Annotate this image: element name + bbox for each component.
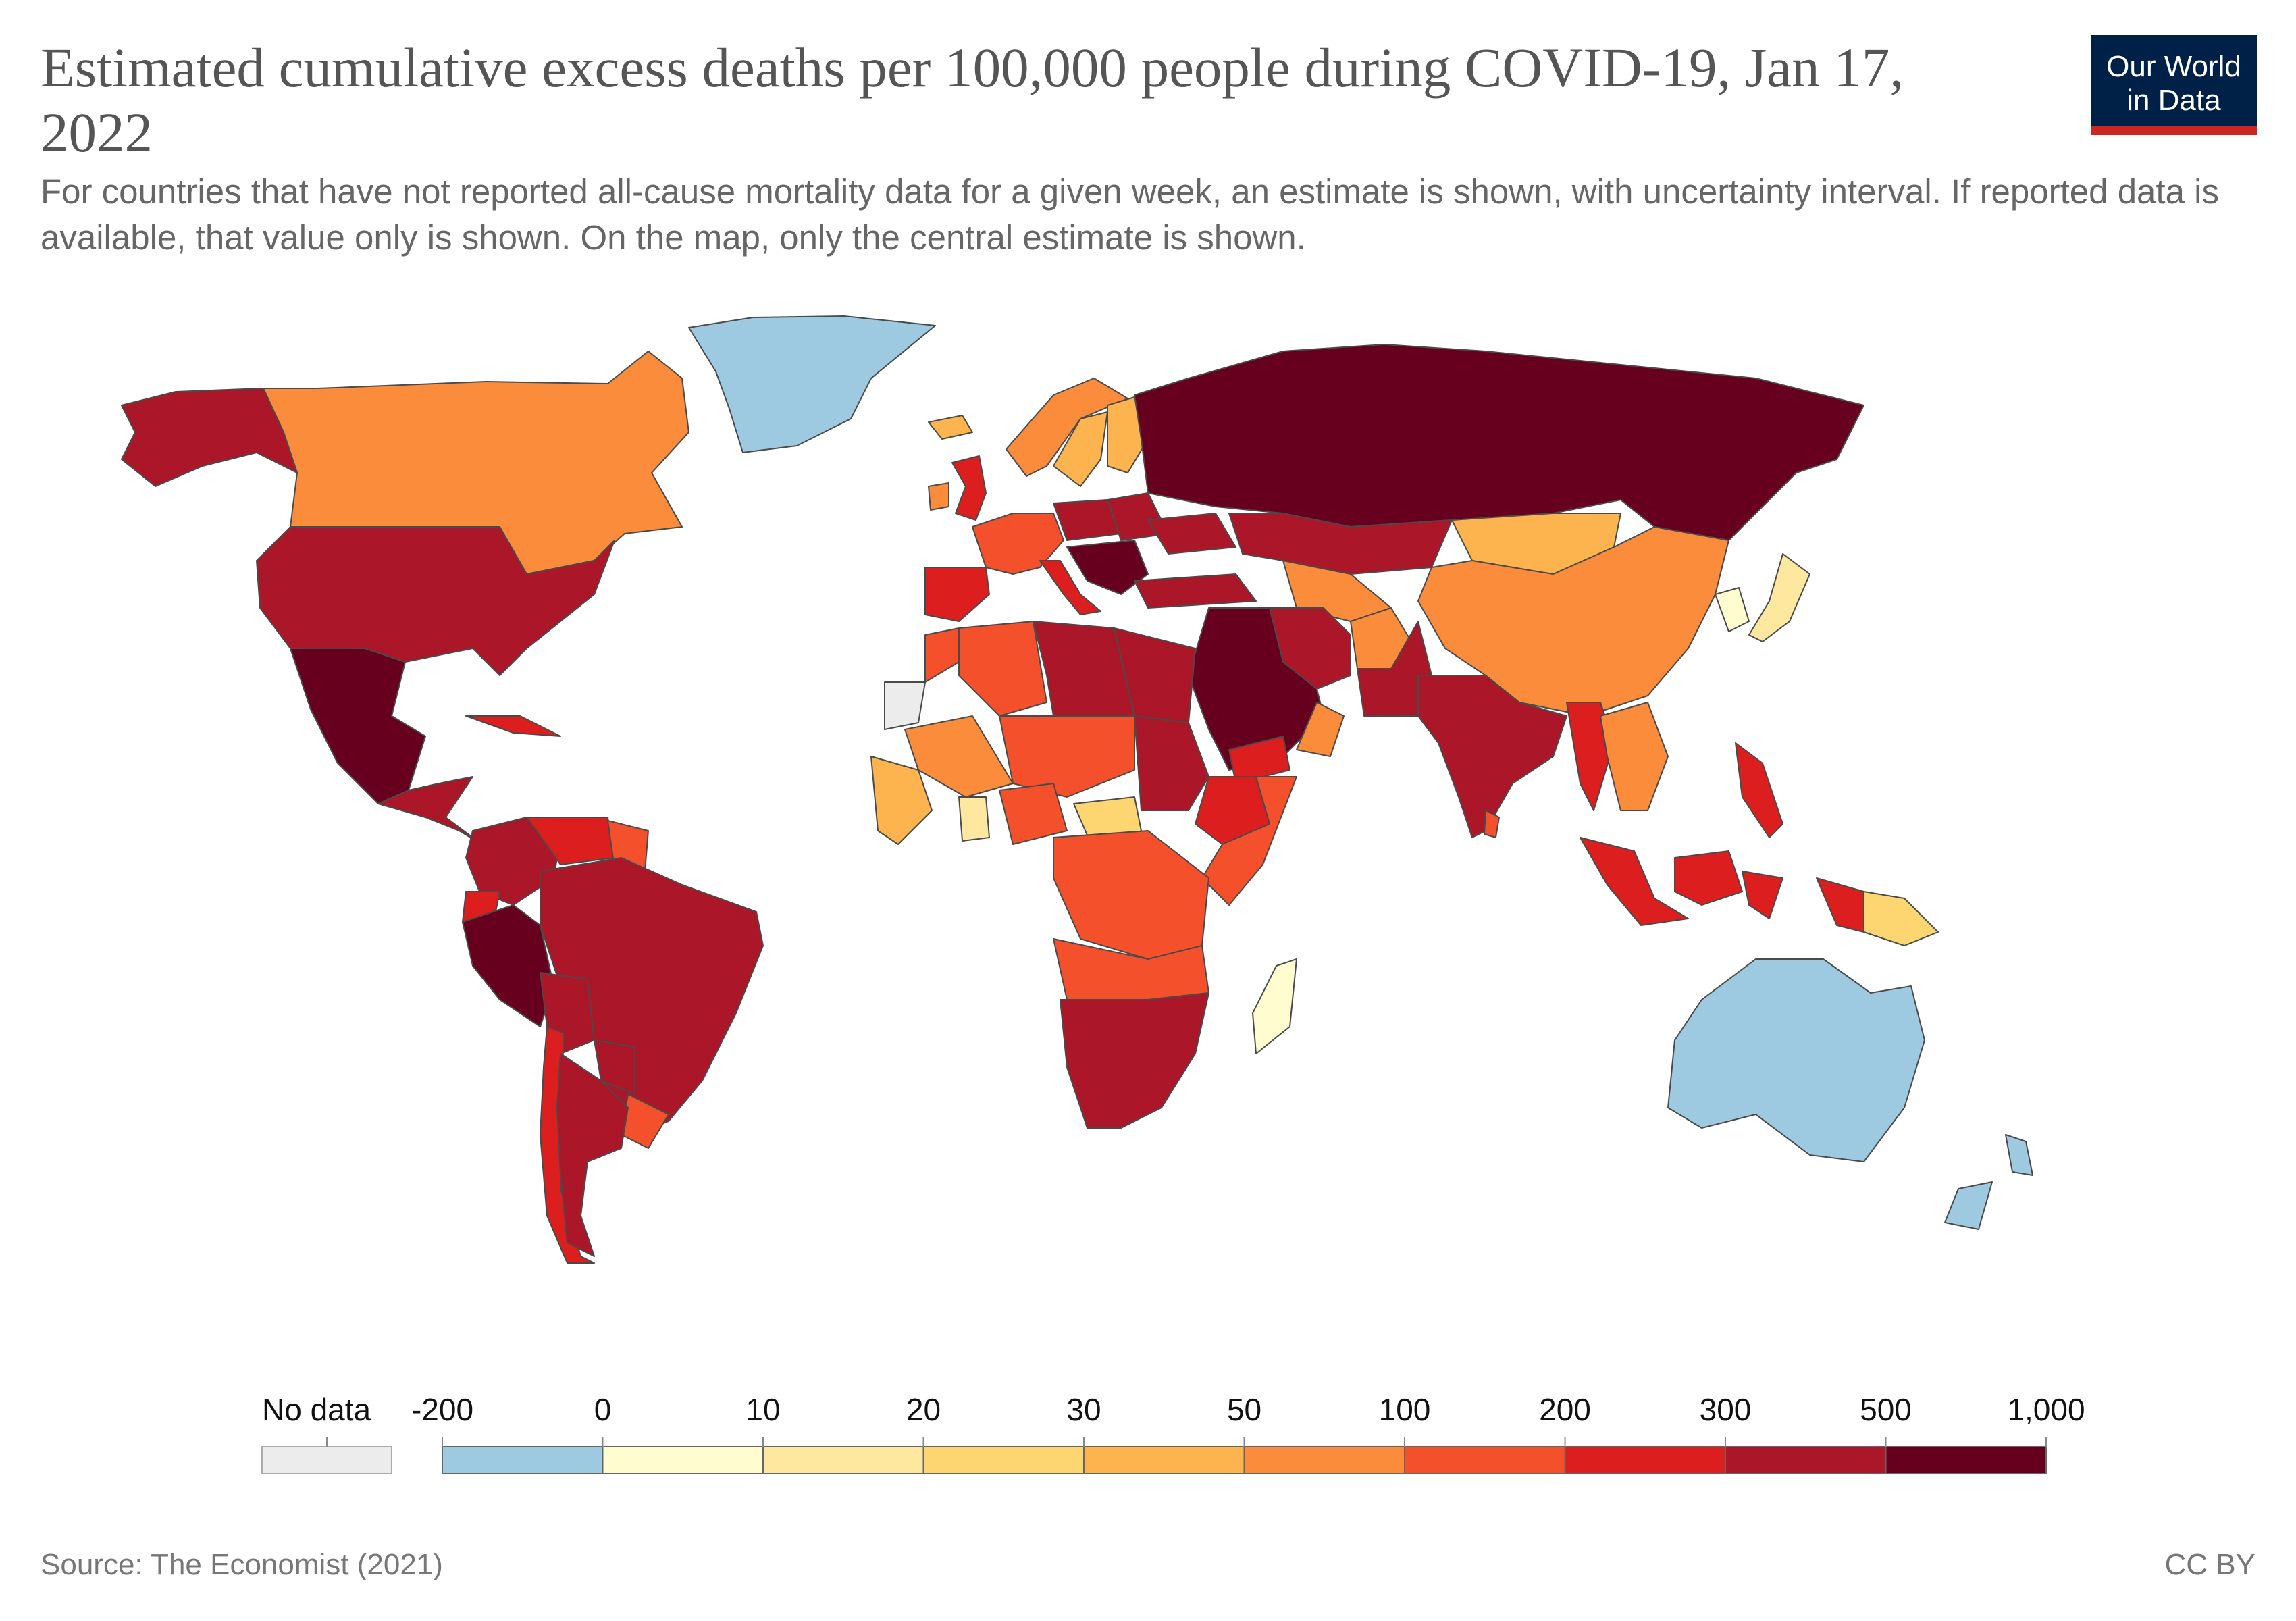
country-australia[interactable] <box>1667 958 1925 1162</box>
country-greenland[interactable] <box>688 315 936 453</box>
country-southeast-asia-mainland[interactable] <box>1600 702 1669 811</box>
country-southern-africa[interactable] <box>1060 992 1209 1129</box>
legend-bin-3[interactable] <box>922 1446 1085 1474</box>
country-western-sahara[interactable] <box>884 681 926 730</box>
country-morocco[interactable] <box>924 627 960 683</box>
country-italy[interactable] <box>1039 560 1101 615</box>
country-united-kingdom[interactable] <box>951 455 987 521</box>
legend-tick-label: 1,000 <box>2007 1392 2085 1427</box>
legend-tick-label: 30 <box>1066 1392 1101 1427</box>
country-cuba[interactable] <box>465 715 561 737</box>
logo-line-2: in Data <box>2127 84 2221 117</box>
country-yemen[interactable] <box>1228 736 1290 784</box>
country-turkey[interactable] <box>1134 573 1257 609</box>
logo-accent-bar <box>2091 126 2257 135</box>
owid-logo[interactable]: Our World in Data <box>2091 35 2257 135</box>
legend-bin-8[interactable] <box>1725 1446 1887 1474</box>
country-alaska[interactable] <box>121 388 298 487</box>
country-new-zealand[interactable] <box>1944 1134 2033 1230</box>
country-korean-peninsula[interactable] <box>1715 587 1750 632</box>
country-sweden[interactable] <box>1053 411 1108 487</box>
country-algeria[interactable] <box>958 621 1047 717</box>
country-ireland[interactable] <box>928 482 949 511</box>
legend-tick-label: 100 <box>1378 1392 1431 1427</box>
legend-tick-label: 10 <box>746 1392 781 1427</box>
source-note[interactable]: Source: The Economist (2021) <box>41 1548 443 1581</box>
country-central-africa[interactable] <box>1053 830 1209 960</box>
legend-bar <box>261 1437 2047 1474</box>
country-iceland[interactable] <box>928 415 973 440</box>
map-layer <box>121 315 2033 1264</box>
legend-bin-6[interactable] <box>1404 1446 1566 1474</box>
country-japan[interactable] <box>1748 553 1810 642</box>
legend-bin-9[interactable] <box>1885 1446 2047 1474</box>
country-canada[interactable] <box>263 351 689 575</box>
legend-bin-4[interactable] <box>1083 1446 1245 1474</box>
chart-title: Estimated cumulative excess deaths per 1… <box>41 36 1904 163</box>
logo-line-1: Our World <box>2106 50 2241 83</box>
country-spain-and-portugal[interactable] <box>924 567 990 622</box>
country-norway[interactable] <box>1006 378 1128 477</box>
country-madagascar[interactable] <box>1252 958 1297 1054</box>
country-philippines[interactable] <box>1735 742 1783 838</box>
legend-tick-label: 20 <box>906 1392 941 1427</box>
country-india[interactable] <box>1417 675 1567 838</box>
country-west-africa-coast[interactable] <box>870 756 933 845</box>
country-russia[interactable] <box>1134 344 1864 541</box>
country-sudan[interactable] <box>1134 715 1209 811</box>
license-link[interactable]: CC BY <box>2164 1548 2255 1581</box>
country-central-america[interactable] <box>377 776 494 852</box>
legend-bin-5[interactable] <box>1243 1446 1405 1474</box>
country-china[interactable] <box>1417 526 1729 717</box>
country-sri-lanka[interactable] <box>1484 810 1500 838</box>
chart-subtitle: For countries that have not reported all… <box>41 172 2219 257</box>
legend-tick-label: 300 <box>1699 1392 1752 1427</box>
country-nigeria[interactable] <box>999 783 1068 845</box>
legend-tick-label: 0 <box>594 1392 612 1427</box>
legend-no-data-label: No data <box>262 1392 371 1427</box>
legend-tick-label: -200 <box>411 1392 474 1427</box>
legend-tick-label: 200 <box>1539 1392 1591 1427</box>
legend-no-data-swatch[interactable] <box>261 1446 392 1474</box>
country-sahel[interactable] <box>999 715 1135 798</box>
country-western-europe[interactable] <box>972 513 1064 575</box>
country-ukraine[interactable] <box>1147 513 1236 555</box>
country-united-states[interactable] <box>256 526 615 676</box>
country-papua-new-guinea[interactable] <box>1863 891 1939 946</box>
legend-bin-7[interactable] <box>1564 1446 1726 1474</box>
country-mexico[interactable] <box>290 648 426 804</box>
country-argentina[interactable] <box>556 1053 629 1257</box>
legend-bin-0[interactable] <box>442 1446 604 1474</box>
country-balkans[interactable] <box>1066 540 1149 595</box>
legend-bin-1[interactable] <box>602 1446 764 1474</box>
country-mali[interactable] <box>904 715 1014 798</box>
country-oman[interactable] <box>1296 702 1345 757</box>
country-ghana[interactable] <box>958 796 990 842</box>
legend-bin-2[interactable] <box>762 1446 924 1474</box>
legend-tick-label: 500 <box>1860 1392 1912 1427</box>
country-somalia-and-kenya[interactable] <box>1201 776 1297 906</box>
country-indonesia[interactable] <box>1580 837 1864 933</box>
country-paraguay[interactable] <box>594 1039 635 1095</box>
legend-tick-label: 50 <box>1226 1392 1262 1427</box>
